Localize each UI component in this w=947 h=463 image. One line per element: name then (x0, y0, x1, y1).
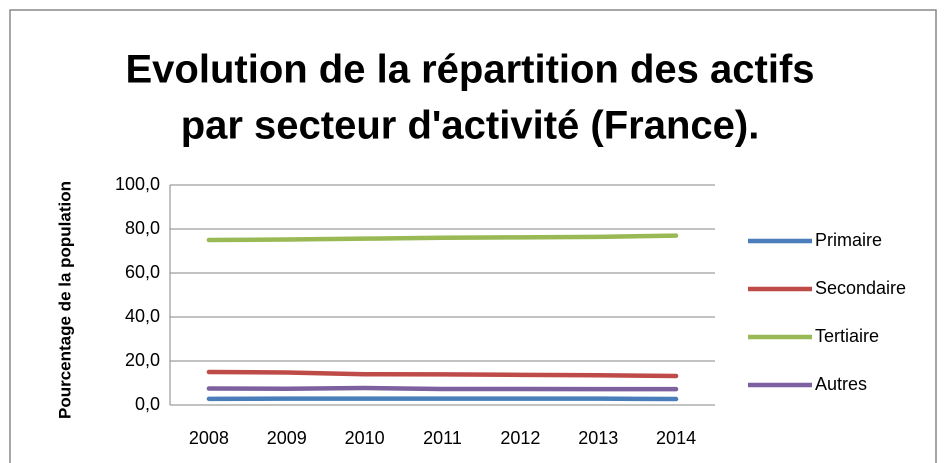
x-tick-label: 2014 (656, 428, 696, 448)
series-line (206, 369, 679, 379)
chart-title: Evolution de la répartition des actifs (125, 48, 814, 92)
legend-label: Primaire (815, 230, 882, 250)
x-tick-label: 2009 (267, 428, 307, 448)
y-tick-label: 100,0 (115, 174, 160, 194)
x-tick-label: 2008 (189, 428, 229, 448)
y-tick-label: 40,0 (125, 306, 160, 326)
y-tick-label: 0,0 (135, 394, 160, 414)
x-tick-label: 2011 (423, 428, 462, 448)
chart-title: par secteur d'activité (France). (181, 104, 760, 148)
legend-label: Autres (815, 374, 867, 394)
legend-label: Secondaire (815, 278, 906, 298)
series-line (206, 385, 679, 392)
x-tick-label: 2012 (500, 428, 540, 448)
legend-label: Tertiaire (815, 326, 879, 346)
y-axis-label: Pourcentage de la population (55, 181, 74, 419)
x-tick-label: 2013 (578, 428, 618, 448)
x-tick-label: 2010 (345, 428, 385, 448)
y-tick-label: 20,0 (125, 350, 160, 370)
y-tick-label: 60,0 (125, 262, 160, 282)
y-tick-label: 80,0 (125, 218, 160, 238)
series-line (206, 233, 679, 243)
